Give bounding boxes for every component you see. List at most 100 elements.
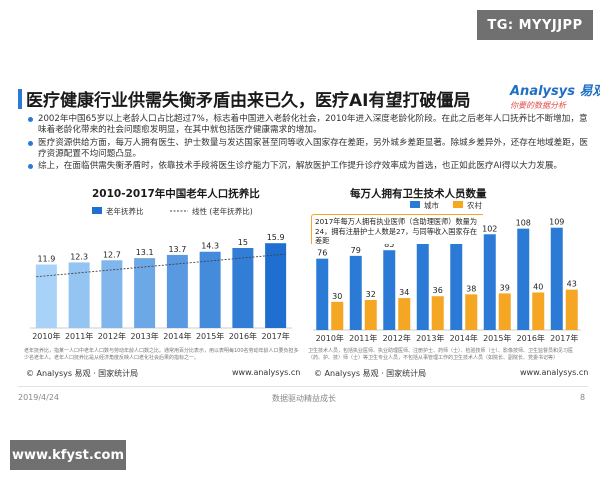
bar-urban [550,227,563,330]
bar-rural [465,294,478,330]
bar-urban [416,243,429,330]
data-label-rural: 36 [433,286,443,295]
data-label-rural: 43 [567,280,577,289]
data-label-urban: 85 [384,240,394,249]
x-tick-label: 2017年 [261,331,289,341]
bar-rural [331,301,344,330]
bullet-list: 2002年中国65岁以上老龄人口占比超过7%，标志着中国进入老龄化社会，2010… [28,114,590,173]
footer-tagline: 数据驱动精益成长 [272,394,336,403]
left-chart-note: 老年抚养比，指某一人口中老年人口数与劳动年龄人口数之比。通常用百分比表示，用以表… [24,348,299,361]
x-tick-label: 2017年 [550,333,578,343]
bar-rural [398,298,411,330]
data-label: 13.7 [168,245,186,254]
right-chart-note: 卫生技术人员，包括执业医师、执业助理医师、注册护士、药师（士）、检验技师（士）、… [308,348,574,361]
bar [265,243,287,328]
bar [166,254,188,328]
data-label: 11.9 [37,255,55,264]
logo-main-text: Analysys 易观 [510,84,600,99]
legend-label-urban: 城市 [424,200,439,210]
x-tick-label: 2014年 [163,331,191,341]
data-label: 12.3 [70,252,88,261]
x-tick-label: 2011年 [65,331,93,341]
bar [68,262,90,328]
page-number: 8 [580,393,586,402]
data-label: 14.3 [201,242,219,251]
chart-title-dependency-ratio: 2010-2017年中国老年人口抚养比 [92,188,260,200]
watermark-top: TG: MYYJJPP [477,10,593,40]
x-tick-label: 2012年 [383,333,411,343]
data-label-rural: 30 [332,292,342,301]
bar-rural [498,293,511,330]
chart-title-health-workers: 每万人拥有卫生技术人员数量 [350,188,487,200]
bar [101,260,123,328]
legend-swatch-bar [92,207,102,214]
bullet-text: 2002年中国65岁以上老龄人口占比超过7%，标志着中国进入老龄化社会，2010… [38,114,588,136]
right-chart-source: © Analysys 易观 · 国家统计局 [314,369,427,378]
legend-label-trendline: 线性 (老年抚养比) [192,206,253,216]
bar-urban [349,255,362,330]
bar-rural [364,299,377,330]
bar-urban [483,234,496,330]
data-label-urban: 108 [516,219,531,228]
health-workers-chart: 城市农村76302010年79322011年85342012年92362013年… [311,200,581,343]
bar-rural [431,296,444,330]
data-label: 12.7 [103,250,121,259]
bullet-dot-icon [28,117,33,122]
bullet-dot-icon [28,164,33,170]
annotation-box: 2017年每万人拥有执业医师（含助理医师）数量为24，拥有注册护士人数是27，与… [311,214,483,244]
x-tick-label: 2014年 [450,333,478,343]
legend-label-rural: 农村 [467,200,482,210]
dependency-ratio-chart: 老年抚养比 线性 (老年抚养比) 11.9 2010年 12.3 2011年 12.7 201… [30,206,292,341]
logo-tagline: 你要的数据分析 [510,101,566,110]
page-title: 医疗健康行业供需失衡矛盾由来已久，医疗AI有望打破僵局 [26,91,471,111]
x-tick-label: 2013年 [130,331,158,341]
bar-urban [316,258,329,330]
x-tick-label: 2010年 [32,331,60,341]
bar-urban [383,250,396,330]
bar [232,248,254,328]
x-tick-label: 2010年 [316,333,344,343]
bar-rural [532,292,545,330]
bullet-text: 医疗资源供给方面，每万人拥有医生、护士数量与发达国家甚至同等收入国家存在差距，另… [38,137,589,159]
x-tick-label: 2016年 [229,331,257,341]
bar-urban [450,238,463,330]
left-chart-source: © Analysys 易观 · 国家统计局 [26,369,139,378]
legend-swatch-urban [410,201,420,208]
x-tick-label: 2016年 [517,333,545,343]
legend-swatch-rural [453,201,463,208]
x-tick-label: 2011年 [349,333,377,343]
data-label: 13.1 [136,248,154,257]
data-label-urban: 79 [351,246,361,255]
x-tick-label: 2015年 [196,331,224,341]
footer-divider [18,386,588,387]
data-label-rural: 39 [500,283,510,292]
bar-urban [517,228,530,330]
data-label-rural: 38 [466,284,476,293]
data-label-rural: 40 [533,282,543,291]
x-tick-label: 2013年 [416,333,444,343]
bullet-item: 医疗资源供给方面，每万人拥有医生、护士数量与发达国家甚至同等收入国家存在差距，另… [28,138,590,161]
data-label: 15.9 [267,233,285,242]
bullet-text: 综上，在面临供需失衡矛盾时，依靠技术手段将医生诊疗能力下沉，解放医护工作提升诊疗… [38,161,563,172]
data-label-urban: 102 [482,224,497,233]
data-label: 15 [238,238,248,247]
x-tick-label: 2015年 [483,333,511,343]
bullet-item: 2002年中国65岁以上老龄人口占比超过7%，标志着中国进入老龄化社会，2010… [28,114,590,137]
analysys-logo: Analysys 易观 你要的数据分析 [510,80,600,114]
right-chart-site: www.analysys.cn [520,368,589,377]
footer-date: 2019/4/24 [18,393,60,402]
data-label-urban: 76 [317,249,327,258]
bar-rural [565,289,578,330]
data-label-rural: 34 [399,288,409,297]
data-label-urban: 109 [549,218,564,227]
annotation-text: 2017年每万人拥有执业医师（含助理医师）数量为24，拥有注册护士人数是27，与… [311,214,483,244]
legend-label-bar: 老年抚养比 [106,206,144,216]
bar [134,258,156,328]
left-chart-site: www.analysys.cn [232,368,301,377]
bar [199,251,221,328]
bar [35,264,57,328]
bullet-item: 综上，在面临供需失衡矛盾时，依靠技术手段将医生诊疗能力下沉，解放医护工作提升诊疗… [28,161,590,172]
watermark-bottom: www.kfyst.com [10,440,126,470]
data-label-rural: 32 [366,290,376,299]
title-accent-bar [18,89,22,109]
